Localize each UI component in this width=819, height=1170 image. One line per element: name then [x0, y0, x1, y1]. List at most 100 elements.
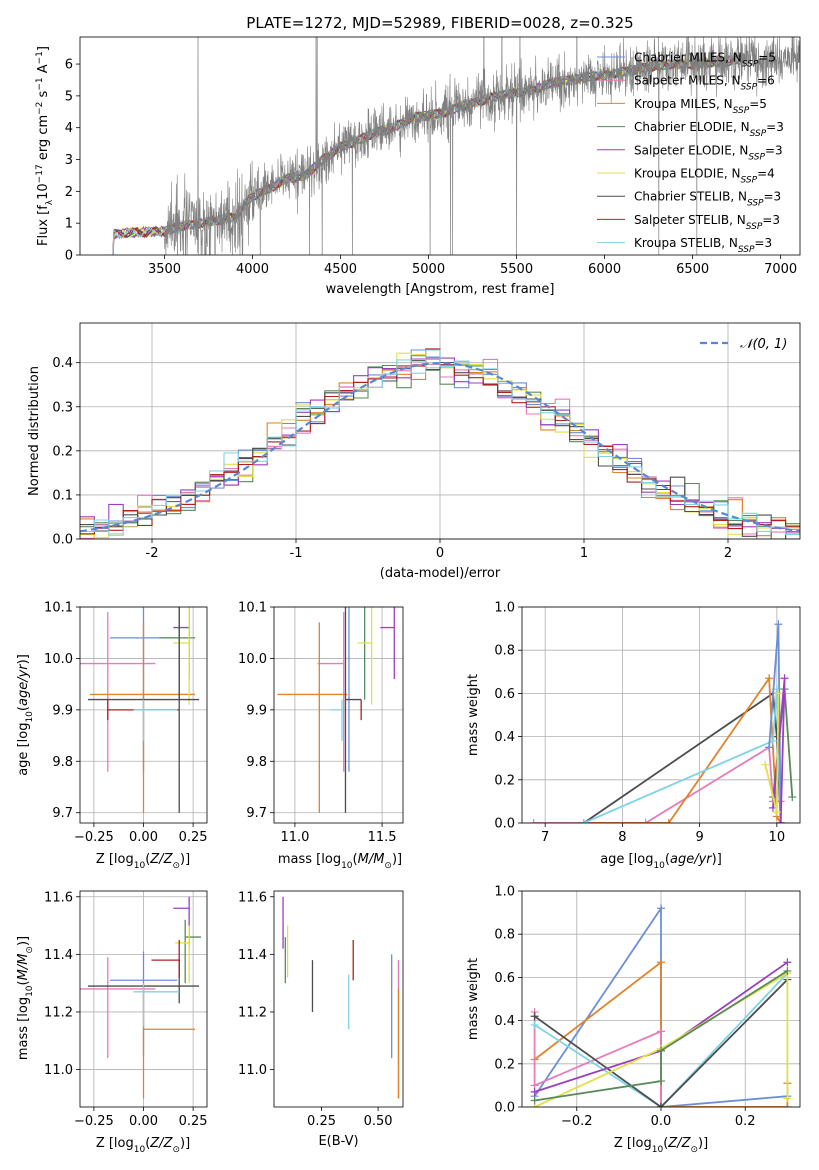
age-vs-z-xlabel-part-4: ⊙: [172, 861, 180, 871]
legend-label-base-2: Kroupa MILES, N: [634, 97, 733, 111]
legend-label-tail-3: =3: [766, 120, 784, 134]
spectrum-panel-xtick-label-2: 4500: [324, 262, 357, 277]
weight-vs-z-panel-ytick-label-5: 1.0: [494, 885, 515, 900]
legend-label-2: Kroupa MILES, NSSP=5: [634, 97, 767, 116]
age-vs-mass-panel-frame: [273, 606, 404, 824]
weight-vs-age-panel-series-0-marker-1: [641, 819, 650, 823]
residual-panel-frame: [79, 322, 801, 540]
age-vs-z-xlabel: Z [log10(Z/Z⊙)]: [96, 852, 190, 871]
weight-vs-age-panel-ytick-label-3: 0.6: [494, 687, 515, 702]
weight-vs-z-panel-series-7: [534, 970, 788, 1102]
spectrum-ylabel-part-8: A: [36, 64, 51, 77]
weight-vs-age-panel-series-3-marker-0: [579, 819, 588, 823]
legend-label-8: Kroupa STELIB, NSSP=3: [634, 236, 772, 255]
weight-vs-age-panel-ytick-label-1: 0.2: [494, 773, 515, 788]
age-vs-mass-xlabel: mass [log10(M/M⊙)]: [278, 852, 402, 871]
mass-vs-z-ylabel-part-3: M/M: [16, 954, 31, 981]
legend-label-sub-7: SSP: [746, 222, 763, 232]
age-vs-mass-panel-ytick-label-0: 9.7: [246, 806, 267, 821]
legend-label-4: Salpeter ELODIE, NSSP=3: [634, 143, 783, 162]
weight-vs-z-xlabel-part-4: ⊙: [690, 1145, 698, 1155]
weight-vs-age-panel-series-6-marker-2: [776, 819, 785, 823]
weight-vs-age-panel-xtick-label-3: 10: [769, 830, 786, 845]
weight-vs-age-panel-frame: [521, 606, 801, 824]
mass-vs-z-ylabel-part-2: (: [16, 980, 31, 985]
age-vs-z-ylabel-part-1: 10: [25, 711, 35, 723]
age-vs-mass-xlabel-part-0: mass [log: [278, 852, 341, 867]
weight-vs-age-panel-series-7-marker-1: [772, 808, 781, 817]
legend-label-tail-5: =4: [757, 167, 775, 181]
mass-vs-z-xlabel-part-3: Z/Z: [149, 1136, 173, 1151]
spectrum-panel-xtick-label-3: 5000: [412, 262, 445, 277]
residual-panel: -2 -1 0 1 2 0.0 0.1 0.2 0.3 0.4 (data-model)/error…: [27, 322, 801, 581]
age-vs-mass-panel: 11.0 11.5 9.7 9.8 9.9 10.0 10.1 mass [log10(M/M…: [238, 601, 404, 871]
weight-vs-z-panel-series-7-marker-3: [783, 966, 792, 975]
legend-label-base-6: Chabrier STELIB, N: [634, 190, 747, 204]
residual-panel-xtick-label-1: -1: [290, 546, 303, 561]
spectrum-panel-ytick-label-3: 3: [65, 153, 73, 168]
age-vs-mass-panel-ytick-label-4: 10.1: [238, 601, 267, 616]
spectrum-panel-ytick-label-1: 1: [65, 217, 73, 232]
weight-vs-age-panel-series-3: [583, 689, 782, 823]
weight-vs-z-panel-series-7-marker-1: [657, 1077, 665, 1086]
residual-panel-xtick-label-4: 2: [724, 546, 732, 561]
spectrum-panel-xtick-label-0: 3500: [148, 262, 181, 277]
spectrum-panel-xtick-label-4: 5500: [500, 262, 533, 277]
age-vs-mass-panel-ytick-label-1: 9.8: [246, 755, 267, 770]
legend-label-base-7: Salpeter STELIB, N: [634, 213, 746, 227]
weight-vs-age-xlabel-part-4: )]: [712, 852, 722, 867]
weight-vs-age-panel-xtick-label-2: 9: [695, 830, 703, 845]
legend-label-0: Chabrier MILES, NSSP=5: [634, 51, 776, 70]
mass-vs-z-panel-plot-area: [80, 896, 202, 1099]
weight-vs-age-panel-series-5-marker-2: [788, 793, 797, 802]
spectrum-xlabel: wavelength [Angstrom, rest frame]: [326, 282, 555, 297]
mass-vs-ebv-panel: 0.25 0.50 11.0 11.2 11.4 11.6 E(B-V): [238, 890, 404, 1149]
weight-vs-z-xlabel: Z [log10(Z/Z⊙)]: [614, 1136, 708, 1155]
residual-histogram-8: [80, 349, 800, 536]
mass-vs-z-xlabel-part-4: ⊙: [172, 1145, 180, 1155]
weight-vs-z-panel-series-3: [534, 972, 789, 1107]
weight-vs-z-panel-series-4: [534, 978, 789, 1107]
legend-label-base-4: Salpeter ELODIE, N: [634, 143, 748, 157]
legend-label-6: Chabrier STELIB, NSSP=3: [634, 190, 781, 209]
mass-vs-z-xlabel-part-2: (: [145, 1136, 150, 1151]
legend-label-sub-4: SSP: [748, 152, 765, 162]
weight-vs-z-panel-ylabel: mass weight: [466, 958, 481, 1040]
spectrum-panel-plot-area: [111, 37, 800, 255]
spectrum-panel-ytick-label-2: 2: [65, 185, 73, 200]
mass-vs-z-ylabel-part-5: )]: [16, 936, 31, 946]
age-vs-z-panel-xtick-label-1: 0.00: [129, 830, 158, 845]
legend-label-tail-6: =3: [764, 190, 782, 204]
weight-vs-z-panel: −0.2 0.0 0.2 0.0 0.2 0.4 0.6 0.8 1.0 mass weight Z…: [466, 885, 801, 1155]
weight-vs-age-xlabel-part-1: 10: [653, 861, 665, 871]
age-vs-mass-panel-xtick-label-0: 11.0: [280, 830, 309, 845]
weight-vs-age-xlabel-part-3: age/yr: [670, 852, 713, 867]
spectrum-panel-ytick-label-5: 5: [65, 89, 73, 104]
mass-vs-z-ylabel-part-1: 10: [25, 985, 35, 997]
age-vs-z-xlabel-part-2: (: [145, 852, 150, 867]
age-vs-z-panel-frame: [79, 606, 208, 824]
age-vs-z-ylabel: age [log10(age/yr)]: [16, 654, 35, 776]
age-vs-z-xlabel-part-0: Z [log: [96, 852, 134, 867]
age-vs-z-panel-ytick-label-0: 9.7: [52, 806, 73, 821]
mass-vs-z-panel-xtick-label-2: 0.25: [179, 1114, 208, 1129]
legend-label-sub-2: SSP: [733, 106, 750, 116]
age-vs-mass-xlabel-part-4: ⊙: [384, 861, 392, 871]
weight-vs-age-panel-ytick-label-0: 0.0: [494, 817, 515, 832]
age-vs-z-ylabel-part-3: age/yr: [16, 663, 31, 706]
residual-legend-label: 𝒩(0, 1): [740, 337, 787, 352]
spectrum-ylabel-part-10: ]: [36, 46, 51, 51]
age-vs-z-panel-ytick-label-2: 9.9: [52, 703, 73, 718]
age-vs-mass-panel-xtick-label-1: 11.5: [368, 830, 397, 845]
legend-label-tail-0: =5: [758, 51, 776, 65]
age-vs-mass-xlabel-part-3: M/M: [358, 852, 385, 867]
spectrum-ylabel-part-4: erg cm: [36, 115, 51, 164]
weight-vs-age-panel-plot-area: [529, 620, 797, 823]
spectrum-ylabel-part-0: Flux [f: [36, 205, 51, 246]
mass-vs-ebv-panel-ytick-label-0: 11.0: [238, 1063, 267, 1078]
weight-vs-z-panel-series-5-marker-2: [783, 958, 792, 967]
spectrum-panel-frame: [79, 36, 801, 256]
mass-vs-z-ylabel-part-0: mass [log: [16, 997, 31, 1060]
